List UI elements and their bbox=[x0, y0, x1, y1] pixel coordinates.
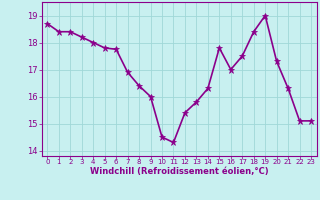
X-axis label: Windchill (Refroidissement éolien,°C): Windchill (Refroidissement éolien,°C) bbox=[90, 167, 268, 176]
